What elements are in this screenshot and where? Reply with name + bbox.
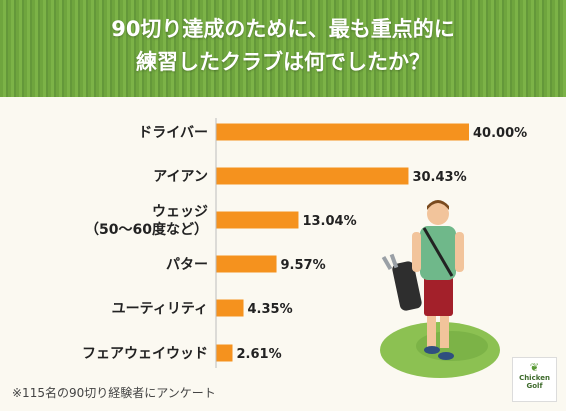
category-label-5: フェアウェイウッド <box>82 346 208 362</box>
category-label-0: ドライバー <box>138 125 208 141</box>
category-label-1: アイアン <box>153 169 208 185</box>
category-label-2-1: （50〜60度など） <box>85 221 208 238</box>
logo-line-2: Golf <box>526 382 543 390</box>
hair <box>427 200 449 210</box>
leaf-icon: ❦ <box>529 361 540 374</box>
bar-0 <box>216 123 469 141</box>
golf-bag-icon <box>392 261 422 311</box>
head <box>427 203 449 225</box>
logo-line-1: Chicken <box>519 374 550 382</box>
club-head-icon-2 <box>389 253 399 269</box>
value-label-0: 40.00% <box>473 126 527 141</box>
bar-2 <box>216 211 299 229</box>
bar-1 <box>216 167 409 185</box>
title-line-2: 練習したクラブは何でしたか？ <box>136 50 430 74</box>
club-head-icon <box>381 255 393 271</box>
arm-left <box>412 232 421 272</box>
bar-5 <box>216 344 233 362</box>
title-line-1: 90切り達成のために、最も重点的に <box>111 17 455 41</box>
title-banner: 90切り達成のために、最も重点的に 練習したクラブは何でしたか？ <box>0 0 566 97</box>
shoe-right <box>438 352 454 360</box>
shoe-left <box>424 346 440 354</box>
chicken-golf-logo: ❦ Chicken Golf <box>512 357 557 402</box>
bar-4 <box>216 299 244 317</box>
arm-right <box>455 232 464 272</box>
bar-chart: 40.00% ドライバー 30.43% アイアン 13.04% ウェッジ（50〜60度など… <box>82 118 527 378</box>
category-label-3: パター <box>166 257 208 273</box>
category-label-4: ユーティリティ <box>112 301 208 317</box>
bag-strap <box>422 227 454 277</box>
bar-3 <box>216 255 277 273</box>
value-label-4: 4.35% <box>248 302 293 317</box>
category-label-2-0: ウェッジ <box>152 204 208 220</box>
value-label-1: 30.43% <box>412 170 466 185</box>
value-label-5: 2.61% <box>237 347 282 362</box>
footnote: ※115名の90切り経験者にアンケート <box>12 386 216 400</box>
value-label-3: 9.57% <box>281 258 326 273</box>
leg-left <box>427 312 436 348</box>
leg-right <box>440 312 449 348</box>
value-label-2: 13.04% <box>302 214 356 229</box>
shorts <box>424 276 453 316</box>
golfer-illustration <box>380 200 500 378</box>
chart-bars: 40.00% ドライバー 30.43% アイアン 13.04% ウェッジ（50〜60度など… <box>82 123 527 362</box>
